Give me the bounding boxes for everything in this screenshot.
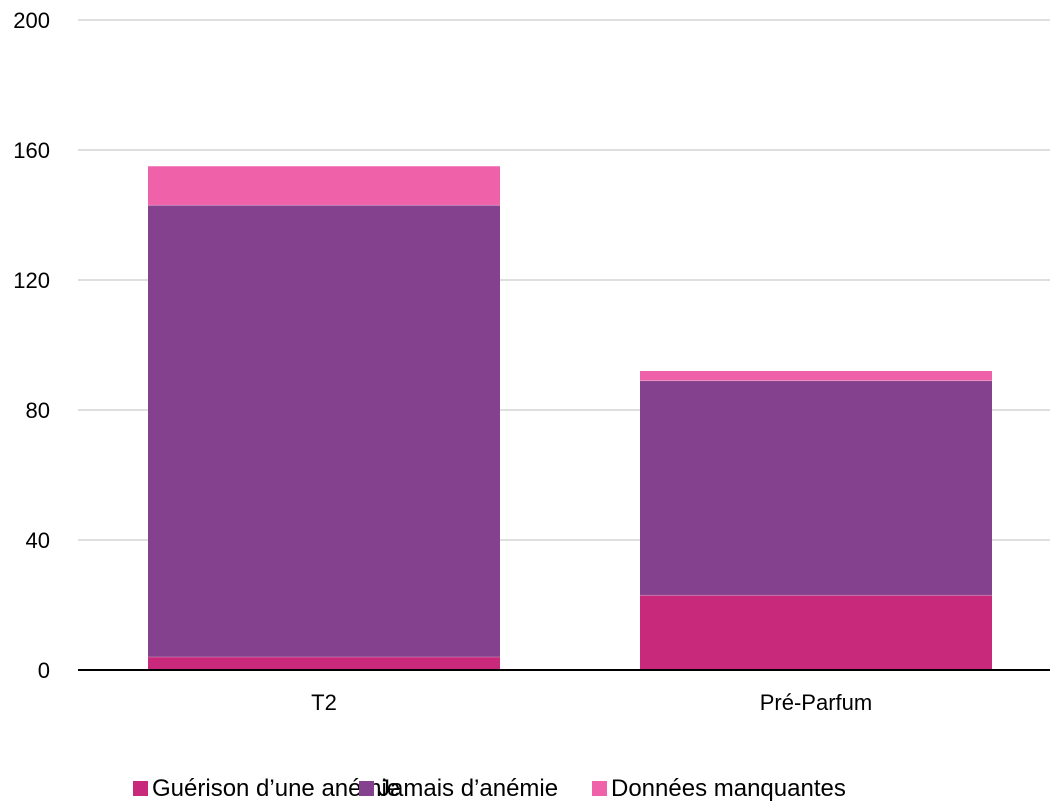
y-tick-label: 0 xyxy=(38,658,50,683)
bar-segment xyxy=(640,595,992,670)
legend-swatch xyxy=(592,781,607,796)
y-tick-label: 80 xyxy=(26,398,50,423)
bar-segment xyxy=(148,205,500,657)
legend-label: Guérison d’une anémie xyxy=(152,775,400,802)
legend-label: Données manquantes xyxy=(611,775,846,802)
bar-segment xyxy=(640,371,992,381)
y-tick-label: 200 xyxy=(13,8,50,33)
bar-segment xyxy=(148,657,500,670)
y-tick-label: 160 xyxy=(13,138,50,163)
bar-segment xyxy=(148,166,500,206)
legend-swatch xyxy=(133,781,148,796)
legend-label: Jamais d’anémie xyxy=(378,775,558,802)
x-tick-label: Pré-Parfum xyxy=(760,690,872,715)
bars xyxy=(148,166,992,670)
y-tick-label: 120 xyxy=(13,268,50,293)
y-tick-label: 40 xyxy=(26,528,50,553)
legend-swatch xyxy=(359,781,374,796)
y-axis-ticks: 0 40 80 120 160 200 xyxy=(13,8,50,683)
x-tick-label: T2 xyxy=(311,690,337,715)
x-axis-ticks: T2 Pré-Parfum xyxy=(311,690,872,715)
bar-segment xyxy=(640,380,992,596)
